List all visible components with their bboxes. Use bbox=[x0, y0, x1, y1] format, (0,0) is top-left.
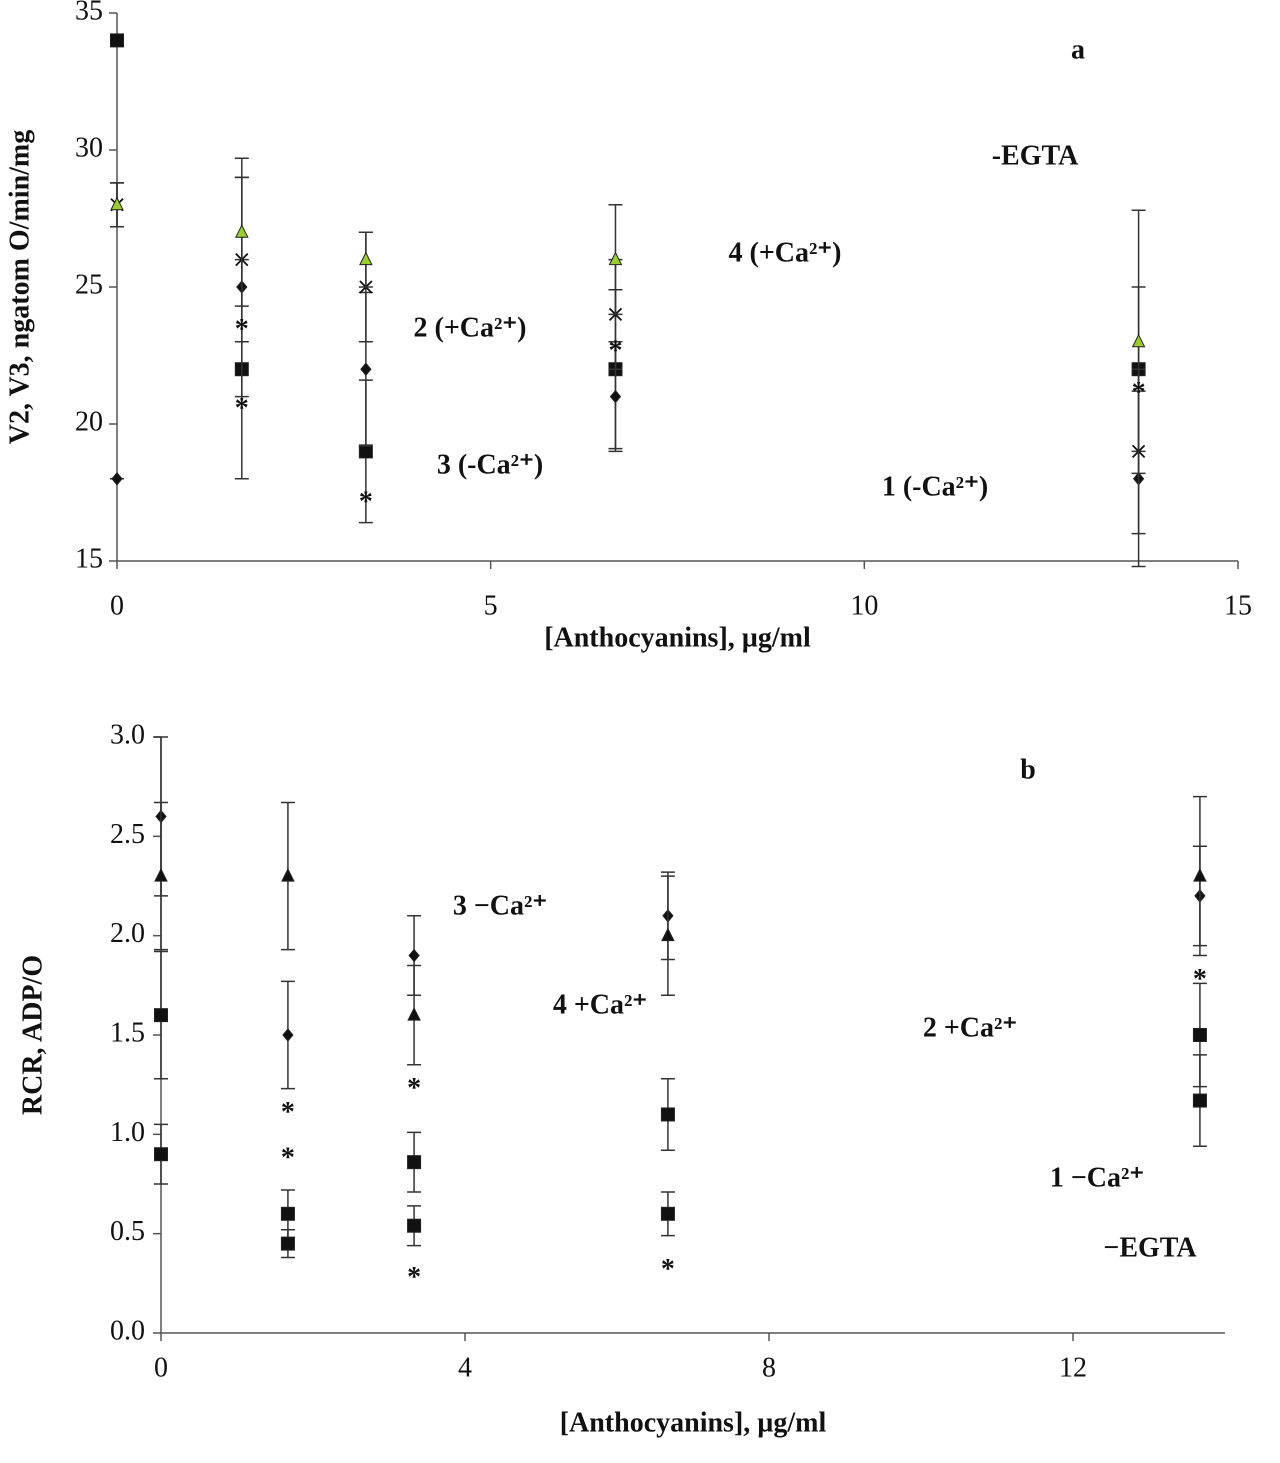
x-axis-label: [Anthocyanins], µg/ml bbox=[544, 622, 811, 653]
marker bbox=[660, 1206, 675, 1221]
marker bbox=[1192, 1028, 1207, 1042]
condition-note: −EGTA bbox=[1103, 1232, 1197, 1263]
marker bbox=[1192, 1093, 1207, 1108]
x-tick-label: 5 bbox=[484, 590, 498, 621]
marker bbox=[154, 1008, 168, 1023]
x-tick-label: 12 bbox=[1059, 1352, 1087, 1383]
marker bbox=[280, 1206, 295, 1221]
marker bbox=[359, 251, 373, 266]
significance-mark: * bbox=[235, 314, 249, 345]
marker bbox=[407, 1218, 422, 1233]
panel-label: b bbox=[1020, 754, 1036, 785]
marker bbox=[609, 389, 622, 404]
significance-mark: * bbox=[407, 1073, 421, 1104]
marker bbox=[407, 1007, 421, 1021]
y-tick-label: 0.0 bbox=[110, 1315, 145, 1346]
y-tick-label: 0.5 bbox=[110, 1216, 145, 1247]
series-label: 2 (+Ca²⁺) bbox=[414, 312, 527, 343]
x-tick-label: 10 bbox=[850, 590, 878, 621]
marker bbox=[154, 1147, 168, 1162]
x-tick-label: 0 bbox=[154, 1352, 168, 1383]
marker bbox=[110, 196, 124, 211]
significance-mark: * bbox=[661, 1254, 675, 1285]
y-axis-label: V2, V3, ngatom O/min/mg bbox=[4, 130, 35, 445]
y-tick-label: 20 bbox=[75, 406, 103, 437]
marker bbox=[234, 224, 249, 238]
significance-mark: * bbox=[281, 1097, 295, 1128]
marker bbox=[661, 927, 675, 942]
x-tick-label: 15 bbox=[1224, 590, 1252, 621]
y-tick-label: 2.5 bbox=[110, 819, 145, 850]
marker bbox=[280, 1236, 295, 1251]
marker bbox=[1193, 867, 1207, 882]
significance-mark: * bbox=[407, 1262, 421, 1293]
y-tick-label: 2.0 bbox=[110, 918, 145, 949]
significance-mark: * bbox=[1193, 964, 1207, 995]
series-label: 1 −Ca²⁺ bbox=[1050, 1162, 1144, 1193]
marker bbox=[1131, 333, 1146, 348]
y-tick-label: 1.0 bbox=[110, 1117, 145, 1148]
x-tick-label: 4 bbox=[458, 1352, 472, 1383]
y-tick-label: 30 bbox=[75, 132, 103, 163]
marker bbox=[358, 444, 373, 459]
x-tick-label: 0 bbox=[110, 590, 124, 621]
significance-mark: * bbox=[359, 486, 373, 517]
marker bbox=[407, 1155, 422, 1170]
y-tick-label: 15 bbox=[75, 543, 103, 574]
series-label: 1 (-Ca²⁺) bbox=[882, 471, 988, 502]
series-label: 3 (-Ca²⁺) bbox=[437, 449, 543, 480]
significance-mark: * bbox=[235, 393, 249, 424]
marker bbox=[608, 251, 623, 266]
y-tick-label: 25 bbox=[75, 269, 103, 300]
panel-label: a bbox=[1071, 34, 1085, 65]
marker bbox=[281, 867, 295, 882]
marker bbox=[111, 472, 123, 486]
series-label: 2 +Ca²⁺ bbox=[923, 1012, 1017, 1043]
significance-mark: * bbox=[608, 336, 622, 367]
y-tick-label: 3.0 bbox=[110, 719, 145, 750]
marker bbox=[660, 1107, 675, 1122]
marker bbox=[154, 867, 168, 882]
series-label: 4 +Ca²⁺ bbox=[553, 989, 647, 1020]
marker bbox=[282, 1028, 294, 1042]
y-axis-label: RCR, ADP/O bbox=[17, 955, 48, 1115]
significance-mark: * bbox=[281, 1143, 295, 1174]
y-tick-label: 1.5 bbox=[110, 1017, 145, 1048]
y-tick-label: 35 bbox=[75, 0, 103, 26]
x-tick-label: 8 bbox=[762, 1352, 776, 1383]
series-label: 4 (+Ca²⁺) bbox=[729, 237, 842, 268]
x-axis-label: [Anthocyanins], µg/ml bbox=[560, 1407, 827, 1438]
significance-mark: * bbox=[1132, 377, 1146, 408]
condition-note: -EGTA bbox=[992, 140, 1079, 171]
marker bbox=[110, 33, 124, 48]
marker bbox=[360, 362, 372, 376]
series-label: 3 −Ca²⁺ bbox=[453, 890, 547, 921]
marker bbox=[408, 948, 420, 963]
